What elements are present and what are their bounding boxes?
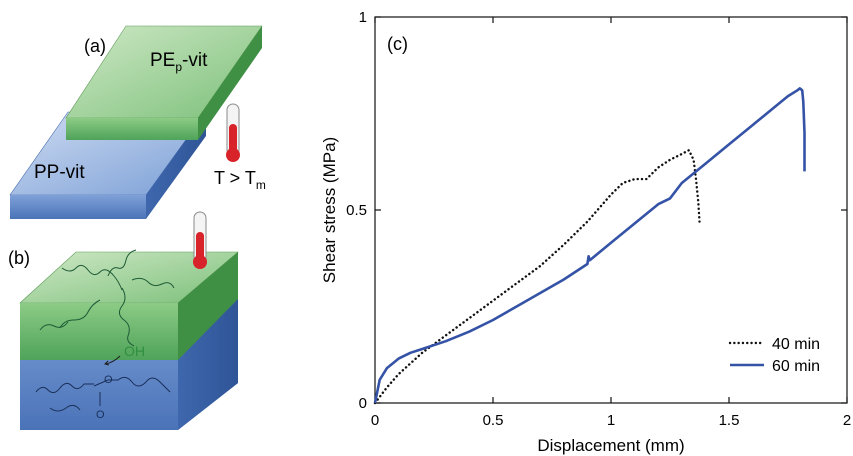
y-tick-label: 0.5 [346, 202, 367, 219]
data-series [373, 87, 806, 405]
x-axis-label: Displacement (mm) [537, 436, 684, 455]
pp-slab-bonded [20, 298, 238, 430]
y-axis-label: Shear stress (MPa) [320, 137, 339, 283]
pe-slab-bonded [19, 251, 239, 360]
series-line-40-min [373, 149, 701, 405]
thermometer-icon [193, 211, 207, 269]
y-tick-label: 1 [359, 9, 367, 26]
panel-b: (b) OH [8, 211, 239, 430]
ester-oxygen-label: O [104, 374, 113, 386]
pe-polymer-chains [39, 249, 175, 347]
pp-polymer-chains [35, 376, 171, 412]
thermometer-icon [226, 103, 240, 162]
exchange-arrow-icon [104, 355, 121, 366]
hydroxyl-label: OH [124, 343, 145, 359]
x-tick-label: 1.5 [719, 412, 740, 429]
x-tick-label: 0 [371, 412, 379, 429]
axis-tick-labels: 0 0.5 1 1.5 2 0 0.5 1 [346, 9, 851, 429]
x-tick-label: 0.5 [483, 412, 504, 429]
panel-a: (a) PP-vit PEp-vit T > Tm [9, 25, 266, 219]
x-tick-label: 1 [607, 412, 615, 429]
temperature-condition: T > Tm [214, 168, 266, 192]
pp-slab-label: PP-vit [34, 162, 85, 183]
panel-a-label: (a) [84, 36, 106, 56]
legend-label: 60 min [772, 358, 820, 375]
shear-stress-chart: (c) 0 0.5 1 1.5 2 0 0.5 1 Displacement (mm) She… [320, 9, 851, 455]
pe-slab-label: PEp-vit [150, 50, 208, 74]
panel-c-label: (c) [387, 34, 408, 54]
series-line-60-min [373, 87, 806, 404]
legend-label: 40 min [772, 336, 820, 353]
y-tick-label: 0 [359, 395, 367, 412]
pe-slab [65, 25, 263, 140]
x-tick-label: 2 [843, 412, 851, 429]
carbonyl-oxygen-label: O [96, 409, 105, 421]
legend: 40 min 60 min [728, 336, 820, 375]
panel-b-label: (b) [8, 248, 30, 268]
